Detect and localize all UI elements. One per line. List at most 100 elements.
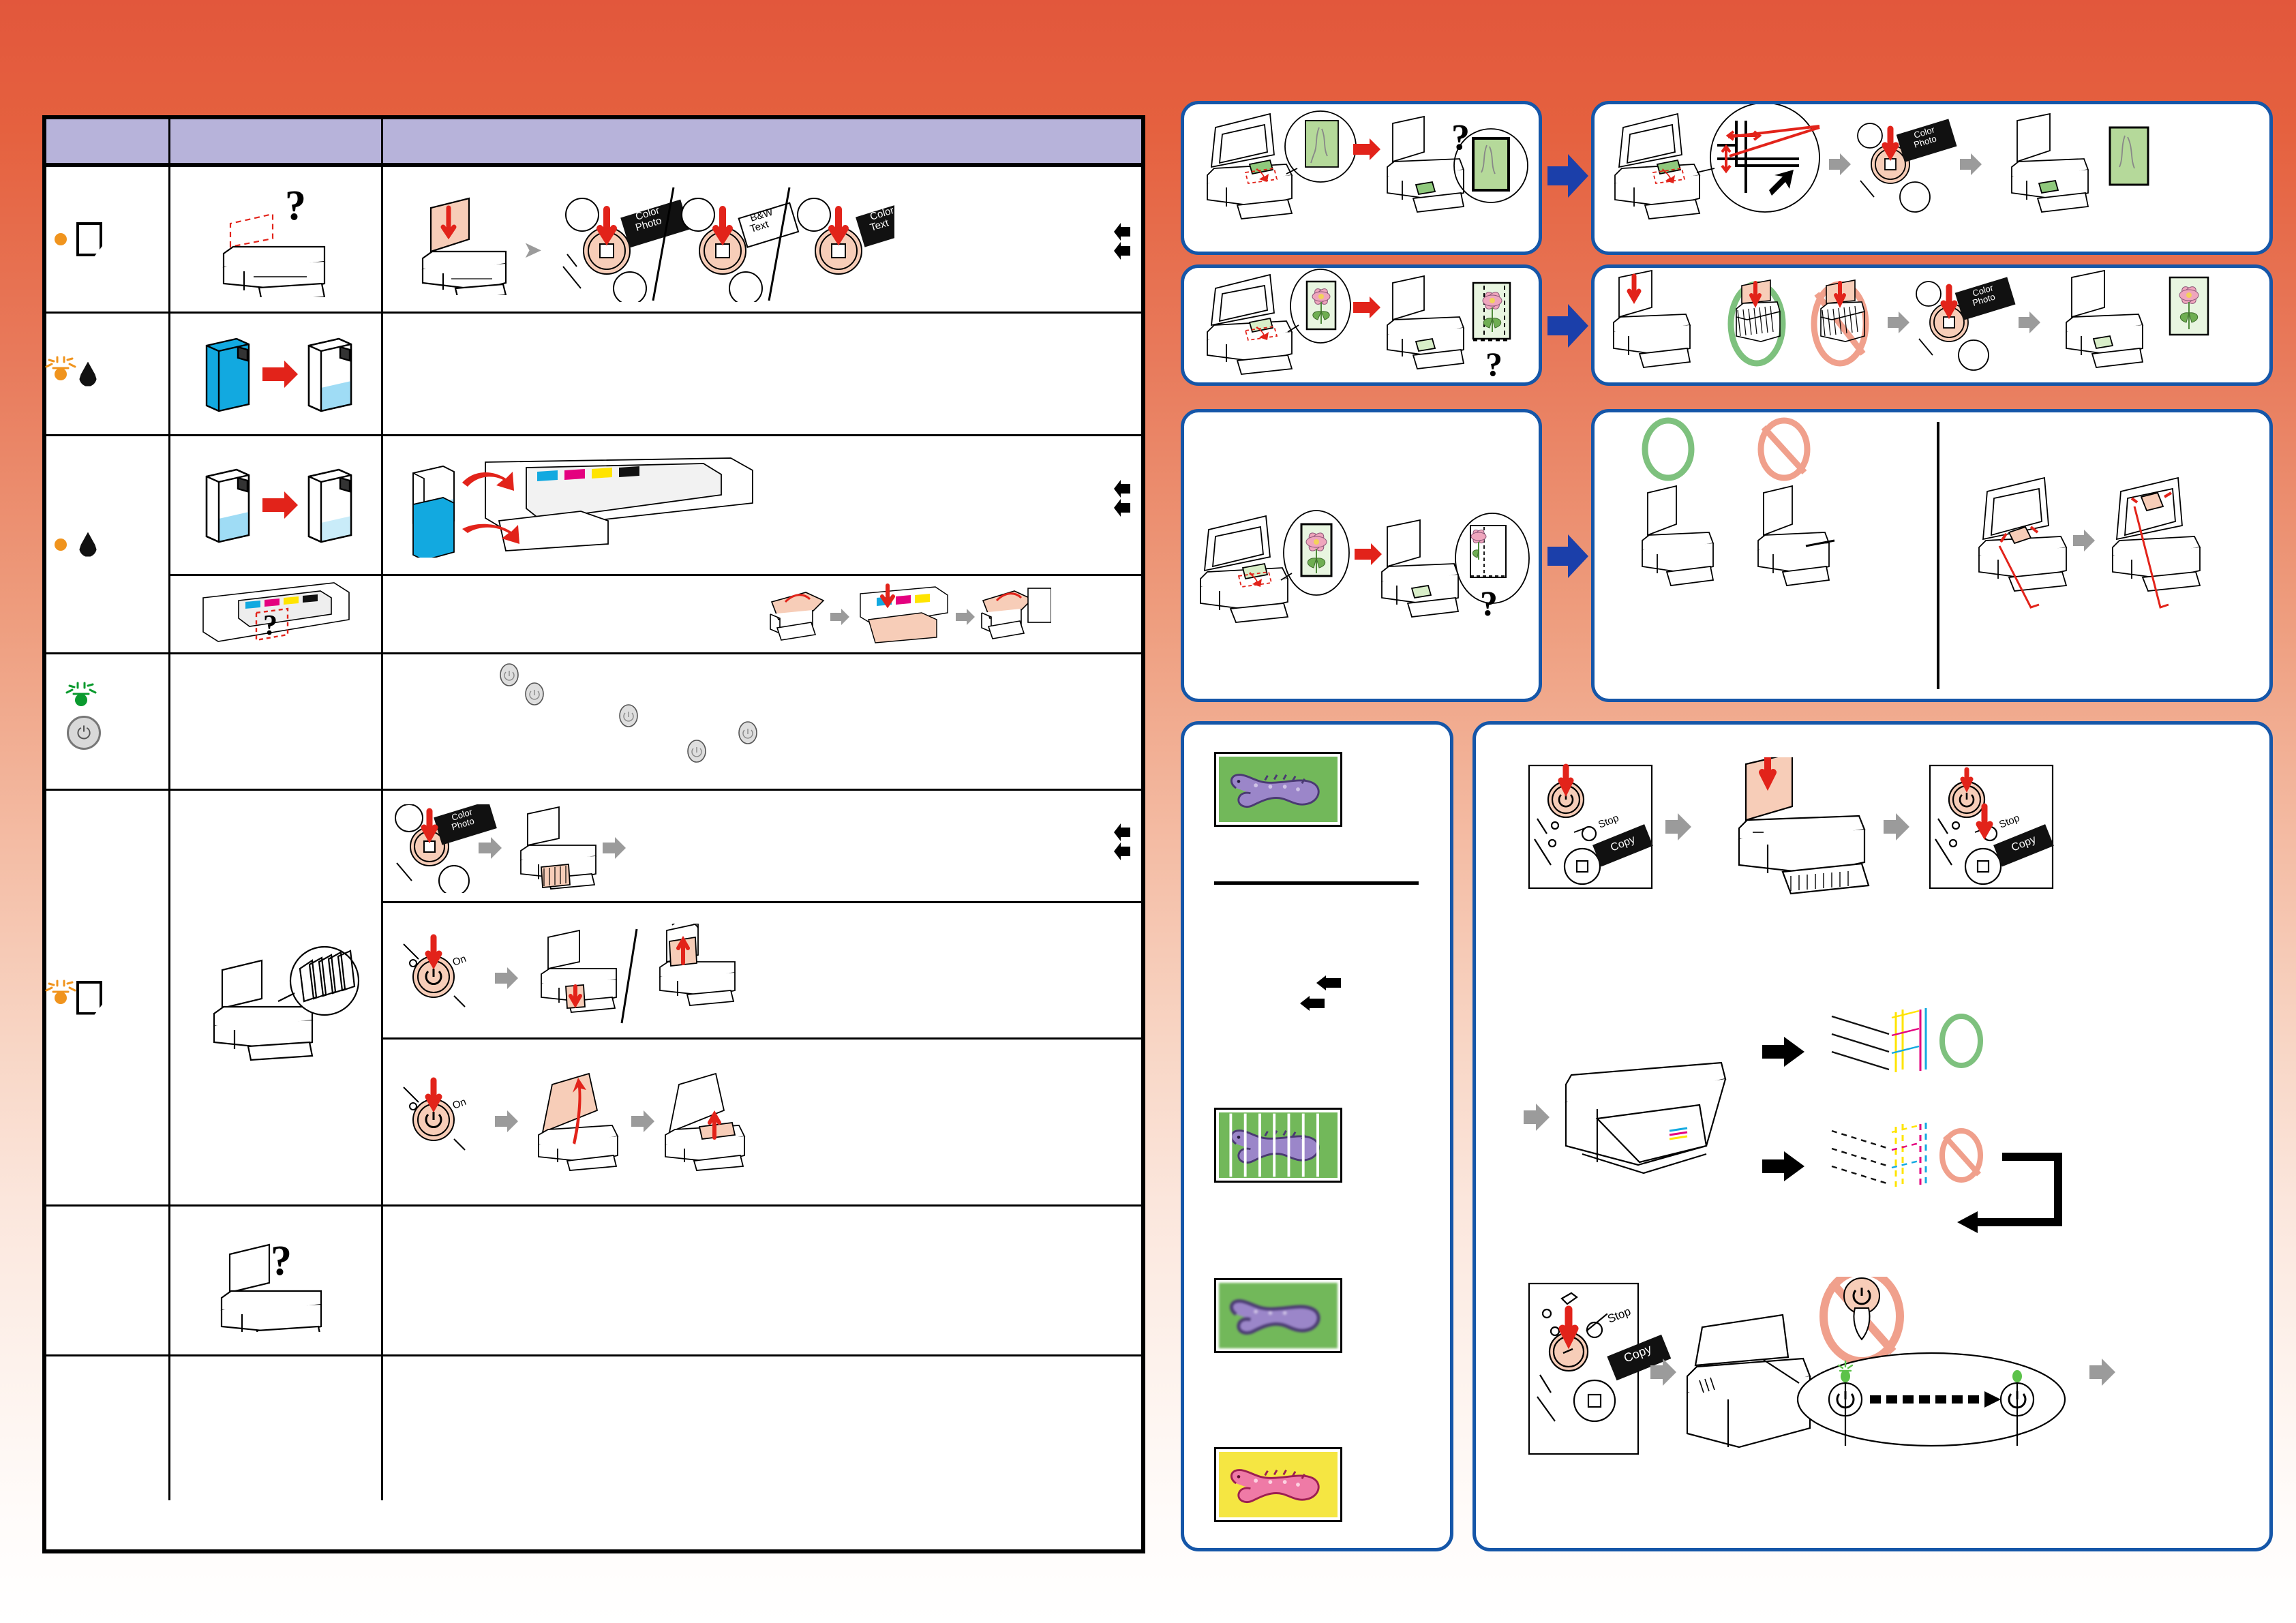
cross-reference-arrows — [1113, 823, 1133, 862]
panel-copy-artifacts-fix — [1591, 409, 2273, 702]
do-not-press-power-icon — [1819, 1277, 1904, 1365]
ink-drop-icon — [79, 532, 97, 557]
ok-ring-icon — [1642, 417, 1695, 481]
cause-service-required — [170, 1356, 383, 1500]
question-mark-icon: ? — [285, 183, 306, 229]
paper-sheet-icon — [76, 980, 102, 1015]
sample-banding-print — [1214, 1108, 1342, 1183]
repeat-loop-arrow-icon — [1957, 1153, 2062, 1233]
printer-question-illustration: ? — [220, 1238, 322, 1332]
svg-text:?: ? — [1451, 117, 1470, 157]
status-lights-ink-out — [46, 436, 170, 652]
solution-printer-error — [383, 1207, 1141, 1354]
dashed-progress-arrow — [1870, 1391, 2001, 1408]
panel-print-quality-samples — [1181, 721, 1453, 1551]
solution-service-required — [383, 1356, 1141, 1500]
panel-copy-artifacts-problem: ? — [1181, 409, 1542, 702]
status-lights-paper-jam — [45, 791, 170, 1204]
orange-lamp-flashing-icon — [45, 356, 76, 380]
table-header-solution — [383, 119, 1141, 163]
nozzle-check-sequence-1: Stop Copy Stop Co — [1528, 757, 2054, 895]
cause-paper-jam — [170, 791, 383, 1204]
panel-copy-skewed-problem: ? — [1181, 264, 1542, 386]
power-lamp-flashing-icon — [1837, 1360, 1854, 1382]
nozzle-pattern-ng — [1831, 1123, 1927, 1187]
flower-thumbnail — [1312, 288, 1331, 324]
error-status-table: ? ➤ — [42, 115, 1145, 1553]
head-cleaning-sequence-3: Stop Copy — [1528, 1277, 2115, 1455]
svg-text:On: On — [451, 1096, 468, 1112]
nozzle-pattern-ok — [1831, 1008, 1927, 1072]
panel-nozzle-check-head-cleaning: Stop Copy Stop Co — [1472, 721, 2273, 1551]
divider — [1937, 422, 1939, 689]
reference-arrow-icon — [1299, 996, 1326, 1011]
orange-lamp-icon — [55, 233, 67, 245]
table-header-lights — [46, 119, 170, 163]
table-row: ? — [46, 1207, 1141, 1356]
orange-lamp-icon — [55, 538, 67, 551]
ink-drop-icon — [79, 361, 97, 386]
samples-divider — [1214, 881, 1419, 885]
cartridge-empty-illustration — [205, 468, 352, 543]
table-row: Color Photo — [45, 791, 1141, 1207]
blue-step-arrow-icon — [1547, 301, 1590, 350]
table-row: ? — [46, 436, 1141, 654]
status-lights-initializing — [46, 654, 170, 789]
panel-copy-cropped-fix: Color Photo — [1591, 101, 2273, 255]
cause-initializing — [170, 654, 383, 789]
step-arrow-icon: ➤ — [523, 237, 543, 263]
svg-text:?: ? — [1480, 585, 1498, 624]
power-off-pull-paper: On — [403, 924, 736, 1024]
forbidden-ring-icon — [1757, 417, 1811, 481]
blue-step-arrow-icon — [1547, 532, 1590, 581]
solution-paper-jam-column: Color Photo — [383, 791, 1141, 1204]
power-off-open-scanner: On — [403, 1072, 746, 1171]
table-header-cause — [170, 119, 383, 163]
arrow-icon — [262, 360, 298, 388]
cause-empty-tray: ? — [170, 167, 383, 312]
sample-blurry-print — [1214, 1278, 1342, 1353]
panel-copy-cropped-problem: ? — [1181, 101, 1542, 255]
blue-step-arrow-icon — [1547, 151, 1590, 200]
cause-cartridge-empty-column: ? — [170, 436, 383, 652]
cause-cartridge-low — [170, 314, 383, 434]
solution-initializing — [383, 654, 1141, 789]
sample-good-print — [1214, 752, 1342, 827]
press-start-eject-paper: Color Photo — [395, 804, 626, 893]
orange-lamp-flashing-icon — [45, 980, 76, 1004]
panel-copy-skewed-fix: Color Photo — [1591, 264, 2273, 386]
svg-text:?: ? — [263, 610, 277, 641]
table-row — [46, 654, 1141, 791]
table-row — [45, 314, 1141, 436]
power-button-icon — [67, 715, 101, 750]
jammed-paper-illustration — [213, 945, 359, 1061]
status-lights-ink-low — [45, 314, 170, 434]
status-lights-printer-error — [46, 1207, 170, 1354]
inline-power-button-icons — [500, 663, 757, 763]
svg-text:?: ? — [1485, 345, 1502, 382]
cross-reference-arrows — [1113, 223, 1133, 261]
table-row — [46, 1356, 1141, 1500]
forbidden-ring-icon — [1939, 1128, 1983, 1183]
open-scanner-and-install-steps — [770, 583, 1051, 643]
reference-arrow-icon — [1315, 975, 1342, 990]
sample-wrong-colors-print — [1214, 1447, 1342, 1522]
svg-text:?: ? — [271, 1238, 292, 1284]
green-lamp-flashing-icon — [65, 682, 97, 706]
install-cartridge-illustration — [412, 457, 753, 558]
cartridge-missing-illustration: ? — [202, 582, 350, 642]
table-header-row — [46, 119, 1141, 167]
solution-replace-cartridge-column — [383, 436, 1141, 652]
paper-sheet-icon — [76, 222, 102, 256]
status-lights-service-required — [46, 1356, 170, 1500]
cause-printer-error: ? — [170, 1207, 383, 1354]
ok-ring-icon — [1939, 1014, 1983, 1068]
table-row: ? ➤ — [46, 167, 1141, 314]
solution-load-paper: ➤ — [383, 167, 1141, 312]
cross-reference-arrows — [1113, 480, 1133, 518]
power-lamp-steady-icon — [2012, 1370, 2022, 1382]
solution-ink-low — [383, 314, 1141, 434]
status-lights-no-paper — [46, 167, 170, 312]
svg-text:On: On — [451, 953, 468, 969]
nozzle-check-sequence-2 — [1524, 1008, 2062, 1233]
